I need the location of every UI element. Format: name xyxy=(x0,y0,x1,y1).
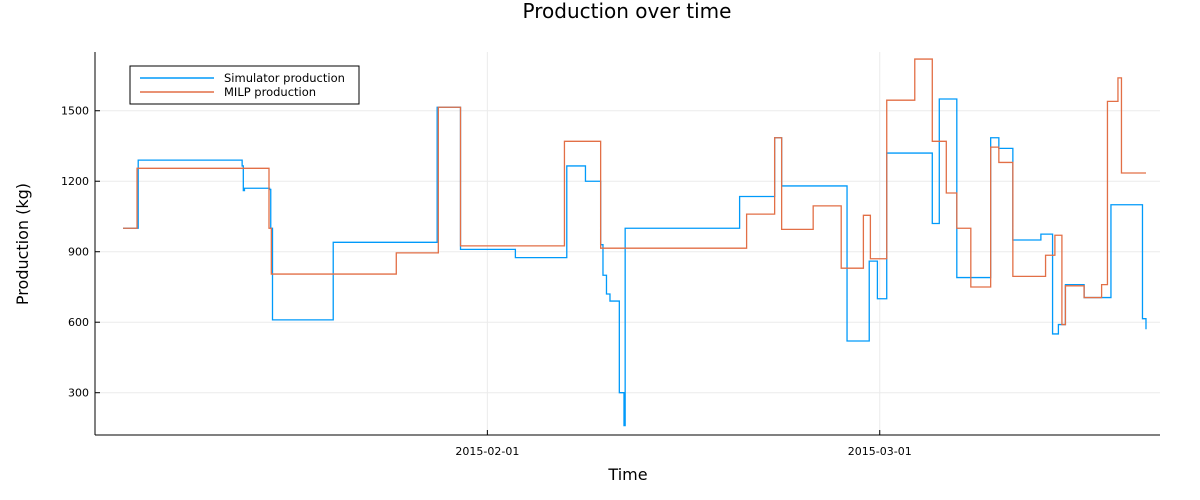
y-tick-label: 1200 xyxy=(61,175,89,188)
y-axis-label: Production (kg) xyxy=(13,183,32,305)
legend-label-milp: MILP production xyxy=(224,85,316,99)
grid xyxy=(95,52,1160,435)
y-ticks: 300 600 900 1200 1500 xyxy=(61,105,100,400)
y-tick-label: 1500 xyxy=(61,105,89,118)
series-line-simulator xyxy=(123,98,1147,427)
x-tick-label: 2015-03-01 xyxy=(848,445,912,458)
y-tick-label: 600 xyxy=(68,316,89,329)
series-line-milp xyxy=(123,58,1146,326)
x-axis-label: Time xyxy=(607,465,647,484)
y-tick-label: 900 xyxy=(68,246,89,259)
series-lines xyxy=(123,58,1147,427)
x-tick-label: 2015-02-01 xyxy=(455,445,519,458)
legend: Simulator production MILP production xyxy=(129,65,360,105)
chart-title: Production over time xyxy=(523,0,732,23)
legend-label-simulator: Simulator production xyxy=(224,71,345,85)
x-ticks: 2015-02-01 2015-03-01 xyxy=(455,430,912,458)
legend-box xyxy=(129,65,360,105)
y-tick-label: 300 xyxy=(68,387,89,400)
